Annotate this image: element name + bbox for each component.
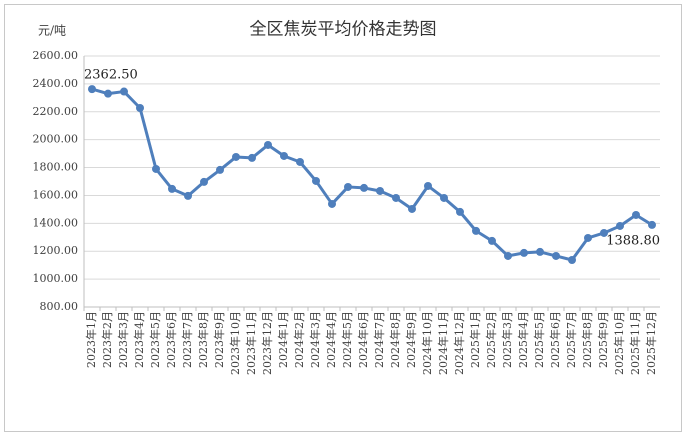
- data-point: [280, 151, 288, 160]
- data-point: [632, 210, 640, 219]
- x-tick-label: 2025年1月: [468, 311, 482, 368]
- x-tick-label: 2023年12月: [260, 311, 274, 375]
- x-tick-label: 2024年9月: [404, 311, 418, 368]
- x-tick-label: 2025年8月: [580, 311, 594, 368]
- y-axis-label: 元/吨: [38, 24, 66, 38]
- x-tick-label: 2025年10月: [612, 311, 626, 375]
- x-tick-label: 2023年3月: [116, 311, 130, 368]
- data-point: [312, 176, 320, 185]
- data-point: [152, 164, 160, 173]
- x-tick-label: 2024年5月: [340, 311, 354, 368]
- x-tick-label: 2024年8月: [388, 311, 402, 368]
- data-point: [344, 182, 352, 191]
- y-tick-label: 1000.00: [33, 272, 79, 285]
- x-tick-label: 2023年4月: [132, 311, 146, 368]
- y-tick-label: 2200.00: [33, 105, 79, 118]
- chart-frame: [4, 4, 682, 432]
- x-tick-label: 2024年2月: [292, 311, 306, 368]
- x-tick-label: 2023年1月: [84, 311, 98, 368]
- data-point: [504, 251, 512, 260]
- data-point: [296, 157, 304, 166]
- data-point: [376, 186, 384, 195]
- data-point: [472, 226, 480, 235]
- data-point: [568, 256, 576, 265]
- x-tick-label: 2023年6月: [164, 311, 178, 368]
- y-tick-label: 2400.00: [33, 77, 79, 90]
- x-tick-label: 2025年5月: [532, 311, 546, 368]
- x-tick-label: 2024年6月: [356, 311, 370, 368]
- data-point: [456, 207, 464, 216]
- data-point: [648, 220, 656, 229]
- x-tick-label: 2025年6月: [548, 311, 562, 368]
- y-tick-label: 1200.00: [33, 244, 79, 257]
- x-tick-label: 2025年7月: [564, 311, 578, 368]
- data-point: [200, 177, 208, 186]
- data-point: [536, 247, 544, 256]
- data-point: [392, 193, 400, 202]
- x-tick-label: 2025年11月: [628, 311, 642, 375]
- data-point: [264, 140, 272, 149]
- data-point: [488, 236, 496, 245]
- y-tick-label: 1800.00: [33, 161, 79, 174]
- data-point: [408, 204, 416, 213]
- y-tick-label: 1400.00: [33, 216, 79, 229]
- data-point: [600, 228, 608, 237]
- x-tick-label: 2025年3月: [500, 311, 514, 368]
- data-point: [168, 184, 176, 193]
- data-point: [216, 165, 224, 174]
- data-point: [136, 104, 144, 113]
- x-tick-label: 2024年1月: [276, 311, 290, 368]
- x-tick-label: 2023年10月: [228, 311, 242, 375]
- x-tick-label: 2025年2月: [484, 311, 498, 368]
- data-point: [616, 221, 624, 230]
- chart-title: 全区焦炭平均价格走势图: [250, 20, 437, 40]
- data-point: [424, 181, 432, 190]
- x-tick-label: 2024年12月: [452, 311, 466, 375]
- data-point: [440, 193, 448, 202]
- data-point: [552, 251, 560, 260]
- x-tick-label: 2023年9月: [212, 311, 226, 368]
- x-tick-label: 2025年9月: [596, 311, 610, 368]
- x-tick-label: 2024年11月: [436, 311, 450, 375]
- data-point: [360, 183, 368, 192]
- data-point: [584, 233, 592, 242]
- data-point: [104, 89, 112, 98]
- data-point: [328, 199, 336, 208]
- data-point: [232, 152, 240, 161]
- data-point: [88, 85, 96, 94]
- data-point: [520, 248, 528, 257]
- data-point: [120, 87, 128, 96]
- x-tick-label: 2024年3月: [308, 311, 322, 368]
- x-tick-label: 2023年2月: [100, 311, 114, 368]
- data-point: [184, 191, 192, 200]
- y-tick-label: 2000.00: [33, 133, 79, 146]
- y-tick-label: 1600.00: [33, 188, 79, 201]
- y-tick-label: 2600.00: [33, 49, 79, 62]
- x-tick-label: 2023年8月: [196, 311, 210, 368]
- x-tick-label: 2024年7月: [372, 311, 386, 368]
- data-label: 1388.80: [606, 233, 660, 248]
- data-point: [248, 153, 256, 162]
- x-tick-label: 2023年7月: [180, 311, 194, 368]
- x-tick-label: 2025年4月: [516, 311, 530, 368]
- x-tick-label: 2023年11月: [244, 311, 258, 375]
- x-tick-label: 2023年5月: [148, 311, 162, 368]
- y-tick-label: 800.00: [40, 300, 79, 313]
- x-tick-label: 2025年12月: [644, 311, 658, 375]
- x-tick-label: 2024年4月: [324, 311, 338, 368]
- data-label: 2362.50: [84, 68, 138, 83]
- x-tick-label: 2024年10月: [420, 311, 434, 375]
